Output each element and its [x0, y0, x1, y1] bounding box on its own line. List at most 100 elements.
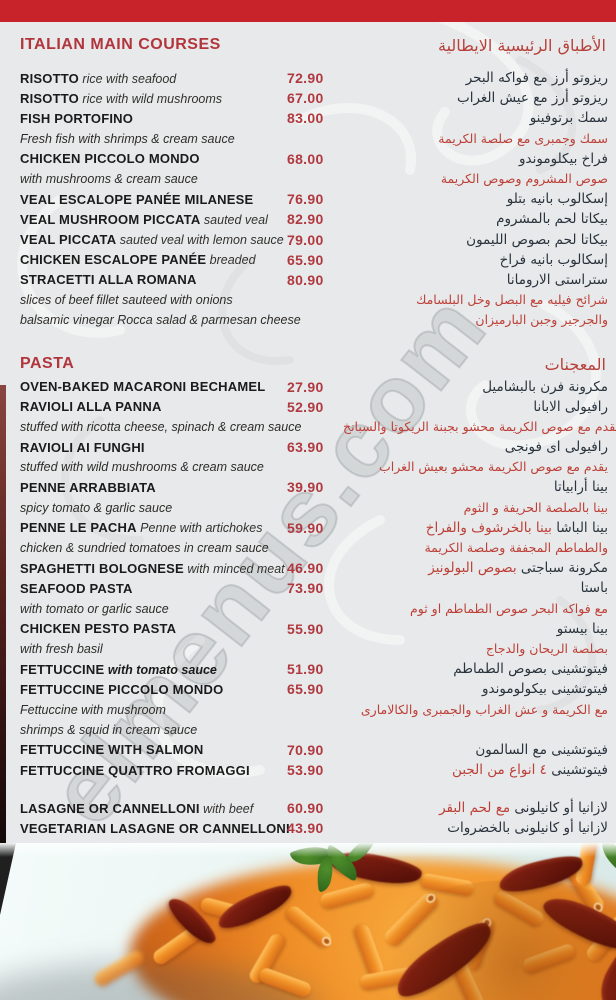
item-price: 70.90	[287, 741, 324, 758]
item-desc-ar: والطماطم المجففة وصلصة الكريمة	[424, 540, 608, 556]
item-desc-en: sauted veal with lemon sauce	[116, 233, 284, 248]
item-title-ar: رافيولى اى فونجى	[504, 439, 608, 456]
menu-content: ITALIAN MAIN COURSES الأطباق الرئيسية ال…	[0, 22, 616, 839]
item-name-ar: مكرونة فرن بالبشاميل	[343, 379, 608, 395]
item-title-ar: فيتوتشينى بصوص الطماطم	[453, 661, 608, 678]
menu-item-row: STRACETTI ALLA ROMANA 80.90 ستراستى الاروم…	[0, 270, 616, 290]
item-name-ar: صوص المشروم وصوص الكريمة	[343, 171, 608, 187]
item-title-en: PENNE LE PACHA	[20, 520, 137, 536]
menu-item-row: VEGETARIAN LASAGNE OR CANNELLONI 43.90 لاز…	[0, 818, 616, 838]
item-title-en: CHICKEN PESTO PASTA	[20, 621, 177, 637]
item-title-ar: مكرونة فرن بالبشاميل	[482, 378, 608, 395]
item-name-ar: إسكالوب بانيه بتلو	[343, 191, 608, 207]
item-name-ar: فراخ بيكلوموندو	[343, 151, 608, 167]
item-title-en: SEAFOOD PASTA	[20, 580, 133, 596]
item-name-ar: سمك وجمبرى مع صلصة الكريمة	[343, 131, 608, 147]
menu-note-row: Fettuccine with mushroom مع الكريمة و عش …	[0, 699, 616, 719]
menu-item-row: FETTUCCINE with tomato sauce 51.90 فيتوتشي…	[0, 659, 616, 679]
item-name-en: CHICKEN PICCOLO MONDO	[20, 151, 287, 166]
item-price: 53.90	[287, 762, 324, 779]
item-name-en: RISOTTO rice with seafood	[20, 71, 287, 86]
item-name-en: PENNE ARRABBIATA	[20, 480, 287, 495]
item-name-en: CHICKEN PESTO PASTA	[20, 621, 287, 636]
item-title-ar: بيكاتا لحم بصوص الليمون	[466, 231, 608, 248]
section-header-mains: ITALIAN MAIN COURSES الأطباق الرئيسية ال…	[0, 34, 616, 56]
item-desc-ar: يقدم مع صوص الكريمة محشو بعيش الغراب	[378, 459, 608, 475]
item-title-ar: بينا أرابياتا	[553, 479, 608, 496]
item-name-ar: مع الكريمة و عش الغراب والجمبرى والكالام…	[343, 702, 608, 718]
item-name-ar: يقدم مع صوص الكريمة محشو بجبنة الريكوتا …	[343, 419, 616, 435]
item-name-en: FETTUCCINE with tomato sauce	[20, 662, 287, 677]
item-title-en: RAVIOLI AI FUNGHI	[20, 439, 145, 455]
item-name-en: FETTUCCINE WITH SALMON	[20, 742, 287, 757]
item-name-ar: شرائح فيليه مع البصل وخل البلسامك	[343, 292, 608, 308]
menu-item-list-pasta: OVEN-BAKED MACARONI BECHAMEL 27.90 مكرونة …	[0, 376, 616, 838]
item-name-en: FETTUCCINE QUATTRO FROMAGGI	[20, 763, 287, 778]
item-title-ar: فيتوتشينى بيكولوموندو	[482, 681, 608, 698]
photo-top-highlight	[0, 843, 616, 857]
menu-item-row: OVEN-BAKED MACARONI BECHAMEL 27.90 مكرونة …	[0, 376, 616, 396]
item-title-en: STRACETTI ALLA ROMANA	[20, 272, 197, 288]
item-title-en: FETTUCCINE WITH SALMON	[20, 742, 204, 758]
item-name-ar: سمك برتوفينو	[343, 110, 608, 126]
item-price: 65.90	[287, 251, 324, 268]
item-price: 76.90	[287, 191, 324, 208]
item-title-en: PENNE ARRABBIATA	[20, 479, 156, 495]
menu-item-row: VEAL ESCALOPE PANÉE MILANESE 76.90 إسكالوب…	[0, 189, 616, 209]
menu-item-row: CHICKEN ESCALOPE PANÉE breaded 65.90 إسكال…	[0, 250, 616, 270]
item-note-en: stuffed with ricotta cheese, spinach & c…	[20, 419, 302, 434]
item-title-en: RISOTTO	[20, 70, 79, 86]
menu-note-row: slices of beef fillet sauteed with onion…	[0, 290, 616, 310]
item-desc-ar: مع لحم البقر	[439, 800, 515, 817]
item-desc-en: with minced meat	[183, 561, 285, 576]
item-title-en: VEGETARIAN LASAGNE OR CANNELLONI	[20, 820, 290, 836]
item-name-ar: إسكالوب بانيه فراخ	[343, 252, 608, 268]
item-desc-ar: ٤ انواع من الجبن	[452, 762, 552, 779]
item-name-ar: فيتوتشينى مع السالمون	[343, 742, 608, 758]
menu-note-row: stuffed with wild mushrooms & cream sauc…	[0, 457, 616, 477]
item-price: 55.90	[287, 620, 324, 637]
menu-item-row: SPAGHETTI BOLOGNESE with minced meat 46.9…	[0, 558, 616, 578]
item-name-ar: فيتوتشينى بيكولوموندو	[343, 681, 608, 697]
item-price: 80.90	[287, 271, 324, 288]
item-title-ar: فراخ بيكلوموندو	[519, 150, 608, 167]
item-title-ar: باستا	[580, 580, 608, 597]
menu-note-row: spicy tomato & garlic sauce بينا بالصلصة …	[0, 498, 616, 518]
section-title-ar: المعجنات	[544, 354, 606, 374]
item-title-en: FETTUCCINE PICCOLO MONDO	[20, 681, 224, 697]
item-name-en: VEAL ESCALOPE PANÉE MILANESE	[20, 192, 287, 207]
item-desc-ar: بصلصة الريحان والدجاج	[485, 640, 608, 656]
item-desc-ar: والجرجير وجبن البارميزان	[475, 312, 608, 328]
item-price: 59.90	[287, 519, 324, 536]
item-title-en: LASAGNE OR CANNELLONI	[20, 800, 200, 816]
item-note-en: with tomato or garlic sauce	[20, 601, 169, 616]
item-title-en: RAVIOLI ALLA PANNA	[20, 399, 162, 415]
menu-item-row: RISOTTO rice with wild mushrooms 67.00 ريز…	[0, 88, 616, 108]
section-header-pasta: PASTA المعجنات	[0, 354, 616, 374]
item-desc-ar: صوص المشروم وصوص الكريمة	[440, 171, 608, 187]
item-title-ar: لازانيا أو كانيلونى بالخضروات	[447, 820, 608, 837]
section-title-en: PASTA	[20, 355, 75, 373]
item-price: 73.90	[287, 580, 324, 597]
item-price: 51.90	[287, 661, 324, 678]
menu-note-row: chicken & sundried tomatoes in cream sau…	[0, 538, 616, 558]
item-price: 43.90	[287, 820, 324, 837]
item-desc-en: with tomato sauce	[104, 662, 217, 677]
section-gap	[0, 780, 616, 798]
item-desc-ar: بينا بالخرشوف والفراخ	[425, 519, 557, 536]
item-name-en: LASAGNE OR CANNELLONI with beef	[20, 801, 287, 816]
item-desc-en: rice with seafood	[78, 71, 177, 86]
item-name-ar: ريزوتو أرز مع فواكه البحر	[343, 70, 608, 86]
item-name-en: STRACETTI ALLA ROMANA	[20, 272, 287, 287]
item-name-ar: ريزوتو أرز مع عيش الغراب	[343, 90, 608, 106]
menu-note-row: with fresh basil بصلصة الريحان والدجاج	[0, 639, 616, 659]
menu-note-row: Fresh fish with shrimps & cream sauce سمك…	[0, 129, 616, 149]
item-name-ar: فيتوتشينى ٤ انواع من الجبن	[343, 762, 608, 778]
item-name-en: SEAFOOD PASTA	[20, 581, 287, 596]
item-name-en: OVEN-BAKED MACARONI BECHAMEL	[20, 379, 287, 394]
item-price: 67.00	[287, 90, 324, 107]
section-title-en: ITALIAN MAIN COURSES	[20, 36, 221, 53]
item-price: 83.00	[287, 110, 324, 127]
item-name-ar: بصلصة الريحان والدجاج	[343, 641, 608, 657]
item-name-ar: لازانيا أو كانيلونى مع لحم البقر	[343, 800, 608, 816]
